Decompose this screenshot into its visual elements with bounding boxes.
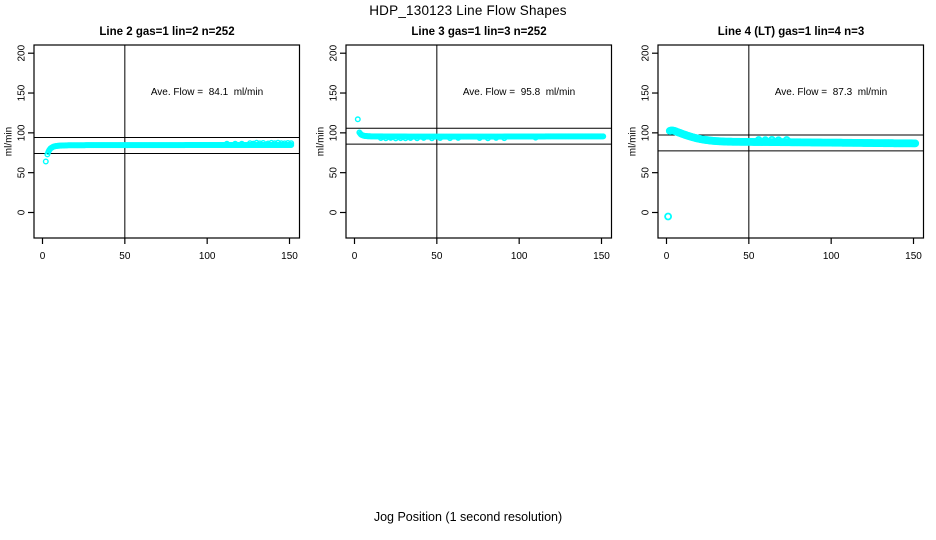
x-tick-label: 150 (905, 251, 922, 262)
y-tick-label: 0 (17, 209, 28, 215)
x-tick-label: 100 (823, 251, 840, 262)
panel-line-4: 0 50 100 150 0 50 100 150 200 ml/min Line 4 (LT) … (624, 0, 936, 270)
x-tick-label: 0 (352, 251, 358, 262)
y-axis-label: ml/min (628, 127, 639, 156)
plot-frame (345, 44, 613, 239)
y-tick-label: 100 (641, 124, 652, 141)
y-tick-label: 200 (329, 44, 340, 61)
plot-area-line-2: 0 50 100 150 0 50 100 150 200 ml/min (4, 44, 301, 262)
y-tick-label: 50 (641, 167, 652, 179)
panel-line-2: 0 50 100 150 0 50 100 150 200 ml/min Line 2 gas=1… (0, 0, 312, 270)
y-tick-label: 150 (329, 84, 340, 101)
ave-flow-annotation-line-4: Ave. Flow = 87.3 ml/min (774, 87, 888, 98)
x-tick-label: 0 (40, 251, 46, 262)
panel-title-line-3: Line 3 gas=1 lin=3 n=252 (411, 26, 547, 38)
panel-title-line-2: Line 2 gas=1 lin=2 n=252 (99, 26, 235, 38)
data-points (664, 126, 920, 221)
y-axis-label: ml/min (4, 127, 15, 156)
plot-frame (657, 44, 925, 239)
plot-area-line-3: 0 50 100 150 0 50 100 150 200 ml/min (316, 44, 613, 262)
data-points (42, 139, 295, 165)
y-tick-label: 0 (329, 209, 340, 215)
x-tick-label: 150 (593, 251, 610, 262)
y-tick-label: 200 (17, 44, 28, 61)
data-points (354, 116, 607, 142)
y-tick-label: 200 (641, 44, 652, 61)
y-tick-label: 150 (641, 84, 652, 101)
x-axis-label: Jog Position (1 second resolution) (373, 510, 563, 524)
panel-line-3: 0 50 100 150 0 50 100 150 200 ml/min Line 3 gas=1… (312, 0, 624, 270)
panel-title-line-4: Line 4 (LT) gas=1 lin=4 n=3 (717, 26, 865, 38)
x-tick-label: 100 (199, 251, 216, 262)
figure-title: HDP_130123 Line Flow Shapes (369, 3, 567, 18)
x-tick-label: 50 (743, 251, 755, 262)
y-tick-label: 100 (329, 124, 340, 141)
y-tick-label: 50 (329, 167, 340, 179)
y-tick-label: 100 (17, 124, 28, 141)
y-tick-label: 150 (17, 84, 28, 101)
x-tick-label: 0 (664, 251, 670, 262)
y-tick-label: 50 (17, 167, 28, 179)
x-tick-label: 50 (431, 251, 443, 262)
y-axis-label: ml/min (316, 127, 327, 156)
x-tick-label: 100 (511, 251, 528, 262)
y-tick-label: 0 (641, 209, 652, 215)
ave-flow-annotation-line-2: Ave. Flow = 84.1 ml/min (150, 87, 264, 98)
x-tick-label: 50 (119, 251, 131, 262)
plot-area-line-4: 0 50 100 150 0 50 100 150 200 ml/min (628, 44, 925, 262)
ave-flow-annotation-line-3: Ave. Flow = 95.8 ml/min (462, 87, 576, 98)
x-tick-label: 150 (281, 251, 298, 262)
plot-frame (33, 44, 301, 239)
